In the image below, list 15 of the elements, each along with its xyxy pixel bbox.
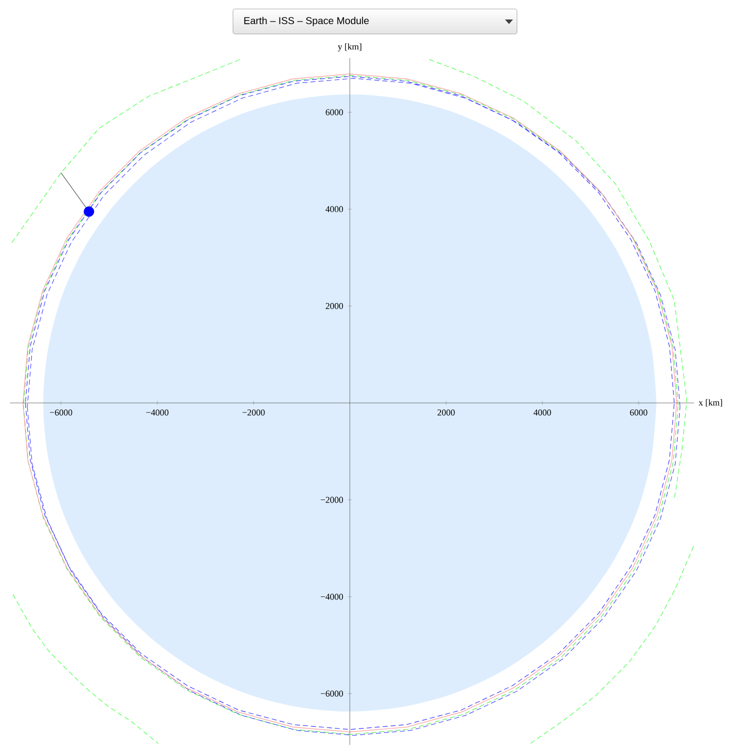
y-tick-label: −2000	[320, 496, 343, 503]
y-tick-label: 4000	[326, 206, 343, 212]
x-tick-label: 2000	[438, 409, 455, 416]
y-tick-label: 6000	[326, 109, 343, 116]
y-tick-label: −6000	[320, 690, 343, 697]
y-tick-label: 2000	[326, 303, 343, 310]
y-tick-label: −4000	[320, 594, 343, 600]
x-axis-title: x [km]	[698, 399, 722, 407]
chart-title: Earth – ISS – Space Module	[244, 16, 369, 26]
x-tick-label: 6000	[630, 409, 648, 416]
x-tick-label: −2000	[242, 409, 265, 416]
y-axis-title: y [km]	[338, 43, 362, 52]
x-tick-label: 4000	[534, 409, 551, 416]
x-tick-label: −4000	[146, 409, 168, 416]
x-tick-label: −6000	[50, 409, 72, 416]
